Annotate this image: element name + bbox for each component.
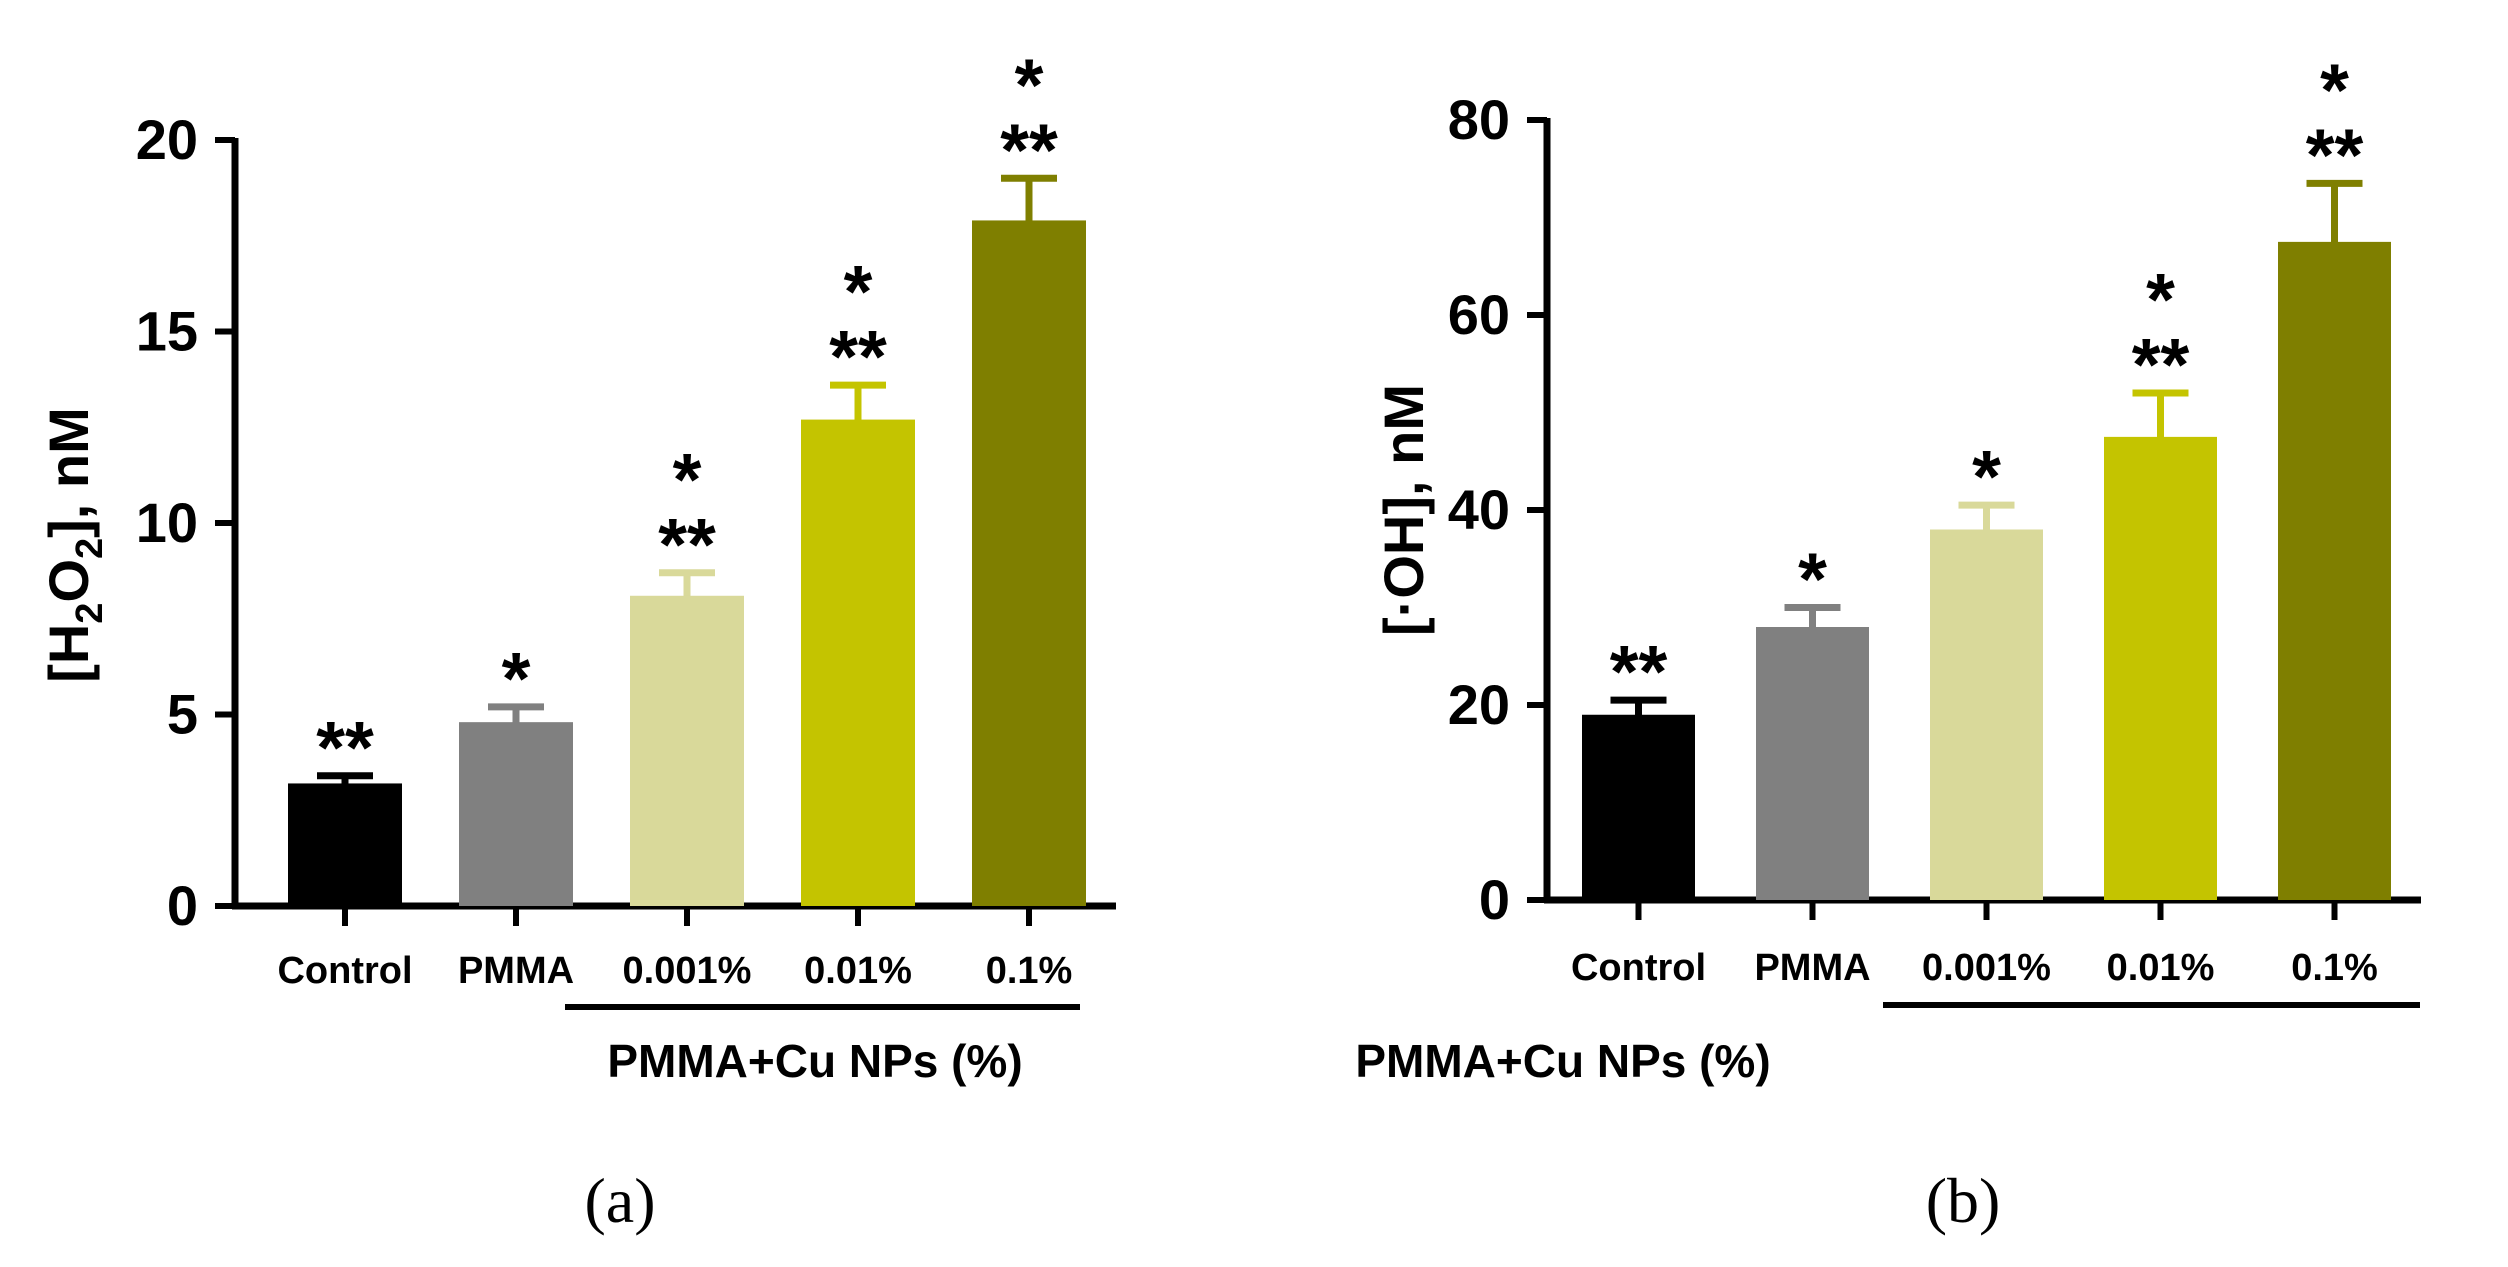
bar-a-4 [972, 220, 1086, 906]
significance-label-b-2: * [1972, 435, 2001, 518]
significance-label-b-0: ** [1610, 630, 1668, 713]
bar-b-3 [2104, 436, 2217, 900]
y-tick-label-a-3: 15 [136, 300, 198, 363]
bar-b-1 [1756, 627, 1869, 900]
significance-label-a-1: * [502, 637, 531, 720]
y-tick-label-b-0: 0 [1479, 868, 1510, 931]
significance-label-b-1: * [1798, 538, 1827, 621]
category-label-b-3: 0.01% [2107, 947, 2215, 989]
group-label-a: PMMA+Cu NPs (%) [607, 1035, 1022, 1087]
category-label-a-4: 0.1% [986, 950, 1073, 992]
significance-label-a-0: ** [316, 706, 374, 789]
category-label-b-4: 0.1% [2291, 947, 2378, 989]
category-label-a-1: PMMA [458, 950, 574, 992]
significance-label-b-3: ** [2132, 323, 2190, 406]
panel-label-b: (b) [1926, 1165, 2001, 1236]
significance-label-a-4: ** [1000, 108, 1058, 191]
axes-a: 05101520Control**PMMA*0.001%***0.01%***0… [136, 43, 1116, 1010]
y-tick-label-b-1: 20 [1448, 673, 1510, 736]
category-label-a-2: 0.001% [623, 950, 752, 992]
significance-top-label-b-3: * [2146, 258, 2175, 341]
bar-b-2 [1930, 529, 2043, 900]
significance-label-b-4: ** [2306, 113, 2364, 196]
bar-b-4 [2278, 241, 2391, 900]
bar-a-2 [630, 595, 744, 906]
axes-b: 020406080Control**PMMA*0.001%*0.01%***0.… [1448, 48, 2421, 1008]
y-tick-label-b-3: 60 [1448, 283, 1510, 346]
y-tick-label-b-4: 80 [1448, 88, 1510, 151]
bar-a-1 [459, 722, 573, 906]
category-label-b-0: Control [1571, 947, 1706, 989]
significance-label-a-2: ** [658, 503, 716, 586]
category-label-b-1: PMMA [1754, 947, 1870, 989]
bar-a-0 [288, 783, 402, 906]
y-axis-title-a: [H2O2], nM [37, 407, 111, 683]
y-tick-label-a-1: 5 [167, 683, 198, 746]
bar-b-0 [1582, 714, 1695, 900]
category-label-b-2: 0.001% [1922, 947, 2051, 989]
y-tick-label-a-0: 0 [167, 874, 198, 937]
bar-a-3 [801, 419, 915, 906]
significance-top-label-b-4: * [2320, 48, 2349, 131]
significance-top-label-a-2: * [673, 438, 702, 521]
chart-panel-a: [H2O2], nM 05101520Control**PMMA*0.001%*… [37, 43, 1116, 1236]
chart-panel-b: [·OH], nM 020406080Control**PMMA*0.001%*… [1355, 48, 2421, 1236]
significance-label-a-3: ** [829, 315, 887, 398]
y-tick-label-a-2: 10 [136, 491, 198, 554]
category-label-a-0: Control [277, 950, 412, 992]
group-label-b: PMMA+Cu NPs (%) [1355, 1035, 1770, 1087]
significance-top-label-a-4: * [1015, 43, 1044, 126]
y-tick-label-a-4: 20 [136, 108, 198, 171]
category-label-a-3: 0.01% [804, 950, 912, 992]
y-axis-title-b: [·OH], nM [1372, 384, 1435, 636]
significance-top-label-a-3: * [844, 250, 873, 333]
panel-label-a: (a) [584, 1165, 655, 1236]
y-tick-label-b-2: 40 [1448, 478, 1510, 541]
